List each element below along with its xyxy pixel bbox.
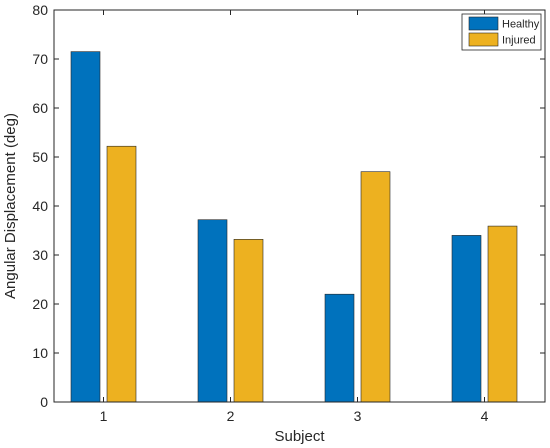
x-ticks: 1 2 3 4 <box>100 10 489 424</box>
bar-healthy-subject-3 <box>324 293 355 403</box>
bar-healthy-subject-1 <box>70 51 101 403</box>
bars-layer <box>70 51 518 403</box>
bar-injured-subject-1 <box>106 145 137 403</box>
legend-label-healthy: Healthy <box>502 19 540 31</box>
y-tick-label: 50 <box>32 149 48 165</box>
x-tick-label: 2 <box>227 408 235 424</box>
y-tick-label: 60 <box>32 100 48 116</box>
y-tick-label: 10 <box>32 345 48 361</box>
bar-injured-subject-3 <box>360 171 391 403</box>
y-tick-label: 30 <box>32 247 48 263</box>
x-tick-label: 1 <box>100 408 108 424</box>
x-axis-label: Subject <box>274 428 325 445</box>
bar-injured-subject-4 <box>487 225 518 403</box>
legend: Healthy Injured <box>461 13 542 51</box>
y-tick-label: 80 <box>32 2 48 18</box>
x-tick-label: 3 <box>354 408 362 424</box>
legend-swatch-injured <box>468 32 499 47</box>
plot-frame <box>53 9 546 403</box>
bar-healthy-subject-4 <box>451 235 482 403</box>
legend-swatch-healthy <box>468 16 499 31</box>
y-tick-label: 20 <box>32 296 48 312</box>
bar-injured-subject-2 <box>233 239 264 403</box>
legend-label-injured: Injured <box>502 35 536 47</box>
y-tick-label: 0 <box>40 394 48 410</box>
y-tick-label: 40 <box>32 198 48 214</box>
y-axis-label: Angular Displacement (deg) <box>2 113 19 299</box>
y-ticks: 0 10 20 30 40 50 60 70 80 <box>32 2 545 410</box>
bar-healthy-subject-2 <box>197 219 228 403</box>
x-tick-label: 4 <box>481 408 489 424</box>
y-tick-label: 70 <box>32 51 48 67</box>
